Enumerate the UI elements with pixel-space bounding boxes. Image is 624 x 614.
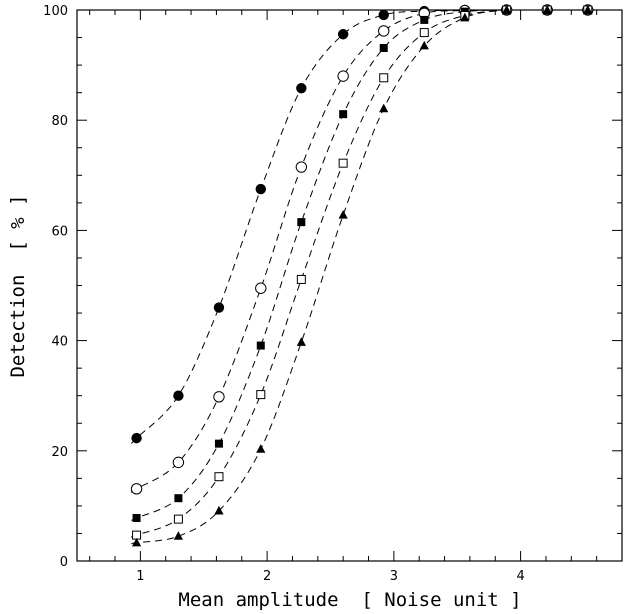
fit-curve-5	[130, 9, 622, 545]
data-point	[379, 44, 388, 53]
x-tick-label: 1	[136, 569, 144, 584]
series-5	[131, 5, 593, 547]
fit-curve-3	[130, 9, 622, 521]
y-tick-label: 80	[51, 114, 68, 129]
plot-frame	[76, 9, 623, 562]
y-tick-label: 100	[43, 4, 68, 19]
data-point	[173, 514, 183, 524]
fit-curves	[130, 9, 622, 545]
data-point	[132, 514, 141, 523]
y-tick-label: 60	[51, 224, 68, 239]
data-point	[130, 483, 143, 495]
data-point	[338, 209, 348, 219]
data-point	[378, 25, 390, 37]
x-tick-label: 3	[390, 569, 398, 584]
series-4	[132, 5, 593, 540]
data-point	[213, 302, 225, 313]
data-point	[296, 274, 306, 284]
data-point	[214, 505, 224, 515]
data-point	[378, 9, 389, 21]
ticks	[77, 9, 623, 562]
y-tick-label: 20	[51, 445, 68, 460]
data-point	[419, 40, 429, 50]
data-point	[502, 5, 512, 14]
data-point	[419, 28, 429, 38]
data-points	[130, 4, 594, 547]
data-point	[296, 83, 307, 94]
data-point	[379, 103, 389, 113]
data-point	[214, 472, 224, 482]
y-axis-title: Detection [ % ]	[7, 194, 29, 377]
data-point	[173, 390, 184, 401]
data-point	[583, 5, 593, 14]
series-2	[130, 4, 594, 495]
data-point	[337, 70, 349, 82]
x-axis-title: Mean amplitude [ Noise unit ]	[178, 589, 521, 611]
data-point	[131, 432, 142, 444]
data-point	[542, 5, 552, 14]
data-point	[256, 341, 265, 350]
data-point	[213, 391, 225, 403]
fit-curve-4	[130, 9, 622, 538]
x-tick-label: 2	[263, 569, 271, 584]
data-point	[255, 183, 266, 195]
series-3	[132, 6, 592, 523]
y-tick-label: 0	[60, 555, 68, 570]
data-point	[337, 29, 349, 40]
x-tick-label: 4	[516, 569, 524, 584]
data-point	[214, 439, 223, 448]
fit-curve-1	[130, 9, 622, 444]
data-point	[297, 218, 306, 227]
data-point	[338, 158, 348, 168]
data-point	[295, 161, 308, 173]
fit-curve-2	[130, 9, 622, 493]
data-point	[420, 15, 429, 24]
series-1	[131, 4, 593, 444]
data-point	[131, 537, 142, 547]
data-point	[174, 494, 183, 503]
data-point	[339, 110, 348, 119]
data-point	[296, 337, 306, 346]
data-point	[256, 390, 266, 400]
y-tick-label: 40	[51, 335, 68, 350]
data-point	[379, 73, 389, 83]
data-point	[255, 282, 267, 294]
data-point	[172, 456, 185, 469]
data-point	[256, 444, 266, 453]
data-point	[173, 531, 183, 540]
data-point	[460, 12, 470, 22]
